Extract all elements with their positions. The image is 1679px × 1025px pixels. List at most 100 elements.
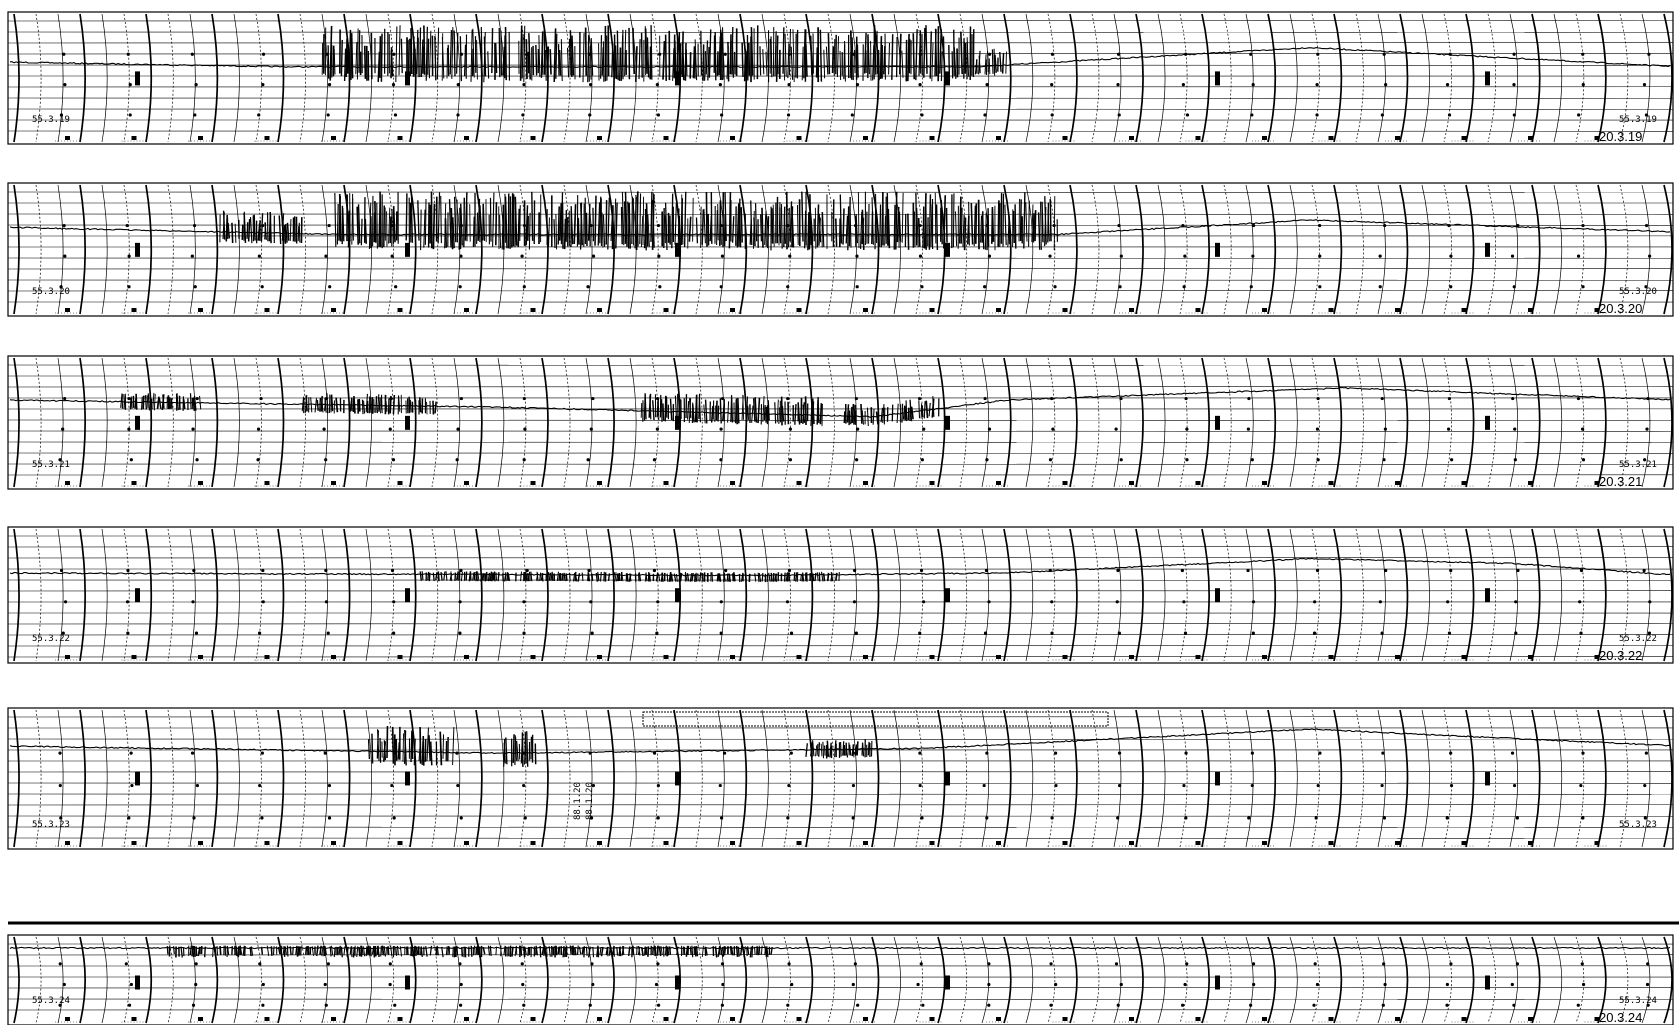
hour-block (135, 975, 140, 990)
hour-block (1215, 588, 1220, 603)
seismic-trace (9, 386, 1671, 418)
strip-frame (7, 182, 1674, 317)
hour-block (945, 242, 950, 257)
activity-burst (419, 571, 840, 583)
strip-frame (7, 934, 1674, 1025)
horizontal-grid (7, 19, 1674, 132)
margin-note-text: 88.1.20 (573, 782, 583, 820)
hour-block (405, 771, 410, 786)
right-date-label: 55.3.24 (1619, 996, 1657, 1006)
strip-frame (7, 355, 1674, 490)
horizontal-grid (7, 535, 1674, 658)
strip-frame (7, 11, 1674, 145)
date-stamp: 20.3.19 (1599, 129, 1642, 144)
right-date-label: 55.3.21 (1619, 460, 1657, 470)
horizontal-grid (7, 716, 1674, 839)
strip-5: 55.3.23 55.3.23 (7, 707, 1674, 850)
hour-markers (55, 308, 1609, 314)
hour-markers (55, 1017, 1609, 1023)
activity-burst (334, 191, 1058, 251)
right-date-label: 55.3.20 (1619, 287, 1657, 297)
activity-burst (805, 739, 873, 759)
strip-2: 55.3.20 55.3.20 20.3.20 (7, 182, 1674, 317)
hour-block (1215, 415, 1220, 430)
hour-block (1485, 975, 1490, 990)
timing-dots (58, 962, 1650, 1007)
hour-block (945, 588, 950, 603)
hour-block (1485, 771, 1490, 786)
strip-frame (7, 707, 1674, 850)
hour-block (945, 415, 950, 430)
hour-block (1485, 588, 1490, 603)
horizontal-grid (7, 364, 1674, 476)
left-date-label: 55.3.24 (32, 996, 70, 1006)
hour-block (135, 771, 140, 786)
minute-marks (13, 184, 1673, 315)
margin-note: 88.1.20 88.1.20 (573, 782, 595, 820)
activity-burst (301, 393, 437, 415)
minute-marks (13, 709, 1673, 848)
activity-burst (219, 210, 303, 245)
strip-frame (7, 526, 1674, 664)
activity-burst (367, 725, 455, 766)
left-date-label: 55.3.23 (32, 820, 70, 830)
hour-markers (55, 481, 1609, 487)
hour-block (135, 242, 140, 257)
hour-block (945, 771, 950, 786)
hour-block (675, 415, 680, 430)
hour-block (405, 415, 410, 430)
hour-block (1485, 415, 1490, 430)
activity-burst (640, 393, 823, 427)
minute-marks (13, 528, 1673, 662)
hour-block (1215, 975, 1220, 990)
hour-block (1215, 71, 1220, 86)
minute-marks (13, 357, 1673, 488)
strip-6: 55.3.24 55.3.24 20.3.24 (7, 934, 1674, 1025)
activity-burst (503, 731, 537, 767)
strip-1: 55.3.19 55.3.19 20.3.19 (7, 11, 1674, 145)
activity-burst (843, 396, 940, 427)
hour-block (135, 71, 140, 86)
left-date-label: 55.3.19 (32, 115, 70, 125)
hour-block (405, 242, 410, 257)
strip-3: 55.3.21 55.3.21 20.3.21 (7, 355, 1674, 490)
hour-block (405, 588, 410, 603)
date-stamp: 20.3.20 (1599, 301, 1642, 316)
left-date-label: 55.3.20 (32, 287, 70, 297)
activity-burst (166, 945, 773, 958)
activity-burst (120, 392, 202, 411)
right-date-label: 55.3.19 (1619, 115, 1657, 125)
date-stamp: 20.3.21 (1599, 474, 1642, 489)
hour-block (135, 588, 140, 603)
minute-marks (13, 936, 1673, 1024)
timing-dots (59, 568, 1652, 635)
seismic-trace (9, 946, 1671, 950)
hour-block (675, 975, 680, 990)
seismogram-strips: 55.3.19 55.3.19 20.3.19 55.3.20 55.3.20 20.3.… (7, 11, 1674, 1025)
header-band (642, 711, 1109, 727)
date-stamp: 20.3.24 (1599, 1010, 1642, 1025)
activity-burst (974, 48, 1007, 76)
hour-block (675, 771, 680, 786)
hour-markers (55, 655, 1609, 661)
strip-4: 55.3.22 55.3.22 20.3.22 (7, 526, 1674, 664)
margin-note-text: 88.1.20 (585, 782, 595, 820)
activity-burst (321, 25, 975, 83)
left-date-label: 55.3.21 (32, 460, 70, 470)
horizontal-grid (7, 943, 1674, 1011)
hour-block (1215, 242, 1220, 257)
hour-markers (55, 136, 1609, 142)
hour-markers (55, 841, 1609, 847)
hour-block (1485, 242, 1490, 257)
hour-block (675, 588, 680, 603)
right-date-label: 55.3.22 (1619, 634, 1657, 644)
left-date-label: 55.3.22 (32, 634, 70, 644)
hour-block (675, 242, 680, 257)
hour-block (1215, 771, 1220, 786)
hour-block (945, 71, 950, 86)
right-date-label: 55.3.23 (1619, 820, 1657, 830)
hour-block (135, 415, 140, 430)
hour-block (675, 71, 680, 86)
hour-block (405, 975, 410, 990)
